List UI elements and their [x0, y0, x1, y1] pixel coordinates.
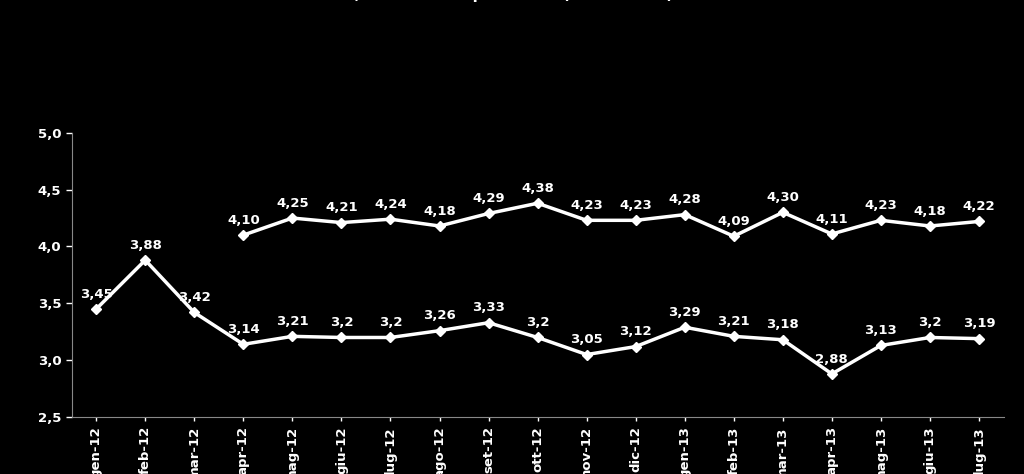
Text: 3,2: 3,2: [919, 316, 942, 329]
Text: 3,33: 3,33: [472, 301, 505, 314]
Text: 4,23: 4,23: [864, 199, 897, 212]
Text: 3,21: 3,21: [276, 315, 308, 328]
Text: 3,2: 3,2: [379, 316, 402, 329]
Text: 3,18: 3,18: [766, 319, 799, 331]
Text: 4,09: 4,09: [718, 215, 751, 228]
Text: 4,11: 4,11: [815, 213, 848, 226]
Text: 4,28: 4,28: [669, 193, 701, 206]
Text: 3,42: 3,42: [178, 291, 211, 304]
Text: 4,38: 4,38: [521, 182, 554, 195]
Text: 4,21: 4,21: [325, 201, 357, 214]
Text: 4,29: 4,29: [472, 192, 505, 205]
Text: 3,26: 3,26: [423, 310, 456, 322]
Text: 3,29: 3,29: [669, 306, 701, 319]
Text: 4,18: 4,18: [423, 205, 456, 218]
Text: 4,18: 4,18: [913, 205, 946, 218]
Text: 4,25: 4,25: [276, 197, 308, 210]
Text: 3,05: 3,05: [570, 333, 603, 346]
Text: 4,24: 4,24: [374, 198, 407, 211]
Text: 3,45: 3,45: [80, 288, 113, 301]
Text: 3,19: 3,19: [963, 317, 995, 330]
Text: 3,14: 3,14: [227, 323, 260, 336]
Text: 4,30: 4,30: [766, 191, 800, 204]
Text: 3,21: 3,21: [718, 315, 751, 328]
Text: 4,10: 4,10: [227, 214, 260, 227]
Text: 3,13: 3,13: [864, 324, 897, 337]
Text: 4,22: 4,22: [963, 200, 995, 213]
Text: 3,12: 3,12: [620, 325, 652, 338]
Text: 3,88: 3,88: [129, 239, 162, 252]
Legend: Situazione italiana (Voto medio), Situazione personale (Voto medio): Situazione italiana (Voto medio), Situaz…: [340, 0, 673, 2]
Text: 3,2: 3,2: [330, 316, 353, 329]
Text: 3,2: 3,2: [526, 316, 549, 329]
Text: 4,23: 4,23: [570, 199, 603, 212]
Text: 4,23: 4,23: [620, 199, 652, 212]
Text: 2,88: 2,88: [815, 353, 848, 365]
